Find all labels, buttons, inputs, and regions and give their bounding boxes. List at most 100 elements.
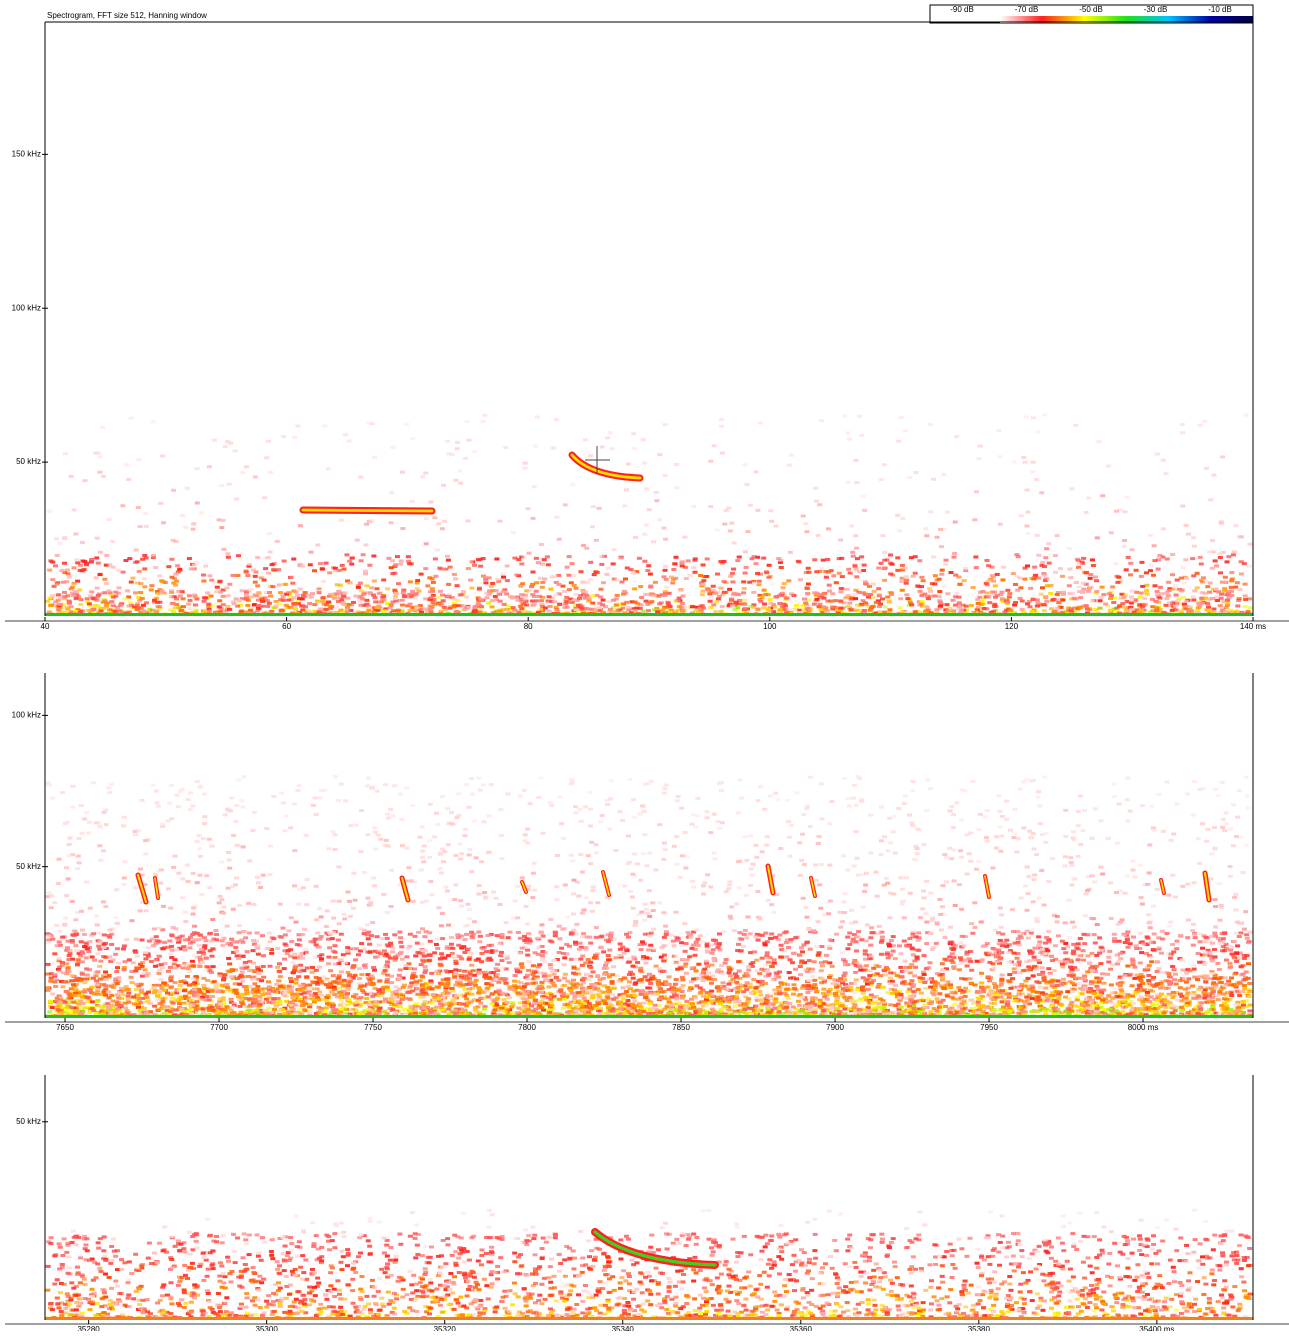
noise-cell — [332, 956, 337, 959]
noise-cell — [1244, 414, 1249, 417]
noise-cell — [912, 959, 917, 962]
noise-cell — [293, 607, 298, 610]
noise-cell — [281, 599, 286, 602]
noise-cell — [571, 965, 576, 968]
noise-cell — [572, 598, 577, 601]
noise-cell — [372, 596, 377, 599]
noise-cell — [467, 439, 472, 442]
noise-cell — [708, 460, 713, 463]
noise-cell — [1157, 556, 1162, 559]
noise-cell — [772, 988, 777, 991]
noise-cell — [824, 576, 829, 579]
noise-cell — [515, 599, 520, 602]
noise-cell — [945, 592, 950, 595]
noise-cell — [882, 579, 887, 582]
noise-cell — [623, 577, 628, 580]
noise-cell — [520, 966, 525, 969]
noise-cell — [174, 540, 179, 543]
noise-cell — [1000, 578, 1005, 581]
noise-cell — [428, 590, 433, 593]
noise-cell — [440, 937, 445, 940]
noise-cell — [1195, 586, 1200, 589]
noise-cell — [408, 603, 413, 606]
noise-cell — [1112, 933, 1117, 936]
noise-cell — [928, 510, 933, 513]
noise-cell — [137, 570, 142, 573]
noise-cell — [315, 543, 320, 546]
noise-cell — [191, 523, 196, 526]
noise-cell — [648, 573, 653, 576]
noise-cell — [54, 537, 59, 540]
noise-cell — [1088, 573, 1093, 576]
noise-cell — [547, 595, 552, 598]
noise-cell — [225, 440, 230, 443]
noise-cell — [385, 960, 390, 963]
noise-cell — [129, 417, 134, 420]
noise-cell — [704, 575, 709, 578]
noise-cell — [1220, 455, 1225, 458]
noise-cell — [980, 590, 985, 593]
noise-cell — [663, 474, 668, 477]
noise-cell — [578, 958, 583, 961]
noise-cell — [895, 556, 900, 559]
noise-cell — [428, 940, 433, 943]
noise-cell — [688, 986, 693, 989]
noise-cell — [975, 608, 980, 611]
noise-cell — [784, 596, 789, 599]
noise-cell — [755, 608, 760, 611]
noise-cell — [107, 563, 112, 566]
noise-cell — [1101, 593, 1106, 596]
noise-cell — [644, 487, 649, 490]
noise-cell — [973, 555, 978, 558]
noise-cell — [733, 1005, 738, 1008]
noise-cell — [1069, 610, 1074, 613]
noise-cell — [95, 537, 100, 540]
noise-cell — [227, 608, 232, 611]
noise-cell — [571, 574, 576, 577]
noise-cell — [1074, 581, 1079, 584]
noise-cell — [989, 593, 994, 596]
noise-cell — [537, 595, 542, 598]
noise-cell — [957, 968, 962, 971]
noise-cell — [356, 953, 361, 956]
noise-cell — [240, 471, 245, 474]
noise-cell — [935, 997, 940, 1000]
noise-cell — [1080, 591, 1085, 594]
noise-cell — [681, 594, 686, 597]
noise-cell — [1028, 605, 1033, 608]
noise-cell — [56, 593, 61, 596]
noise-cell — [646, 609, 651, 612]
noise-cell — [458, 482, 463, 485]
noise-cell — [265, 556, 270, 559]
noise-cell — [915, 948, 920, 951]
noise-cell — [548, 963, 553, 966]
noise-cell — [985, 583, 990, 586]
noise-cell — [1218, 604, 1223, 607]
noise-cell — [423, 567, 428, 570]
noise-cell — [122, 597, 127, 600]
noise-cell — [500, 933, 505, 936]
noise-cell — [549, 940, 554, 943]
noise-cell — [78, 564, 83, 567]
noise-cell — [533, 445, 538, 448]
noise-cell — [662, 606, 667, 609]
noise-cell — [1156, 558, 1161, 561]
noise-cell — [583, 590, 588, 593]
noise-cell — [1152, 544, 1157, 547]
noise-cell — [129, 581, 134, 584]
noise-cell — [1183, 558, 1188, 561]
noise-cell — [599, 588, 604, 591]
noise-cell — [876, 567, 881, 570]
noise-cell — [516, 558, 521, 561]
noise-cell — [167, 940, 172, 943]
noise-cell — [730, 580, 735, 583]
noise-cell — [828, 599, 833, 602]
noise-cell — [292, 436, 297, 439]
noise-cell — [708, 505, 713, 508]
noise-cell — [1156, 568, 1161, 571]
noise-cell — [1124, 568, 1129, 571]
noise-cell — [957, 583, 962, 586]
noise-cell — [674, 486, 679, 489]
noise-cell — [98, 607, 103, 610]
noise-cell — [750, 557, 755, 560]
